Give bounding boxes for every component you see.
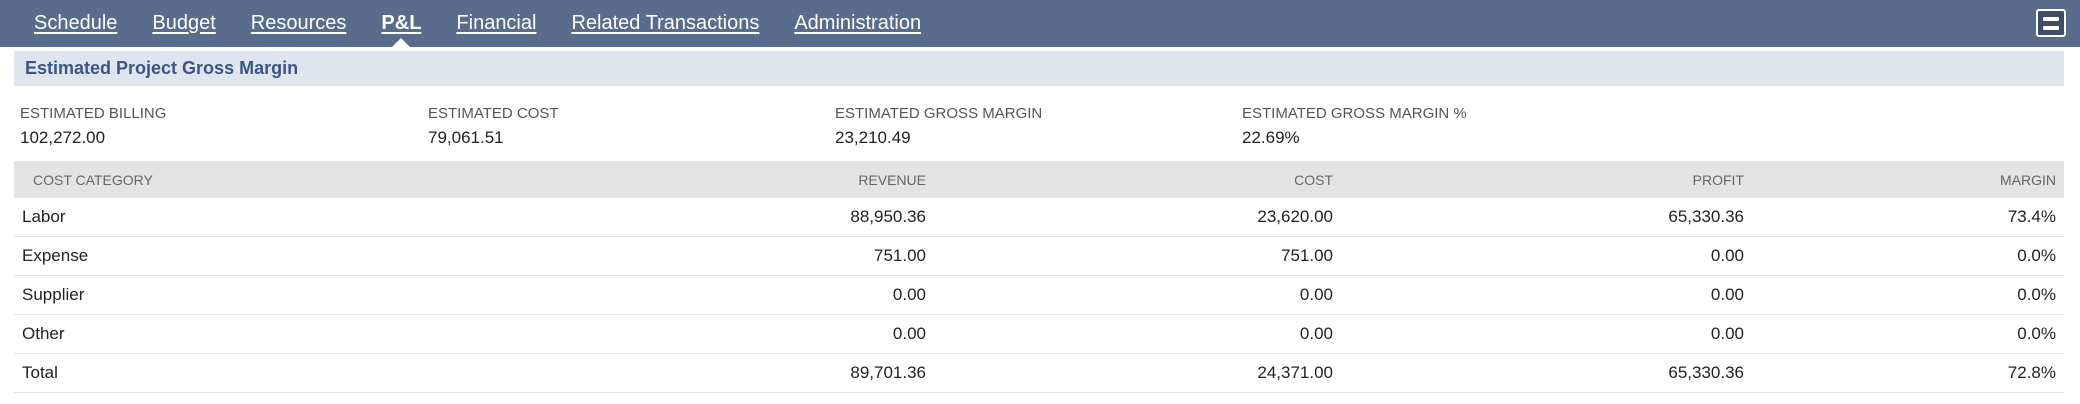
column-header-revenue[interactable]: REVENUE [414,161,926,198]
cell-cost-category: Supplier [14,275,414,315]
column-header-profit[interactable]: PROFIT [1333,161,1744,198]
subtab-list: Schedule Budget Resources P&L Financial … [0,0,956,47]
cell-cost: 24,371.00 [926,353,1333,393]
estimated-gross-margin-label: ESTIMATED GROSS MARGIN [835,105,1043,122]
cell-margin: 0.0% [1744,275,2064,315]
subtab-bar: Schedule Budget Resources P&L Financial … [0,0,2080,47]
cell-cost-category: Other [14,314,414,354]
summary-fields: ESTIMATED BILLING 102,272.00 ESTIMATED C… [0,104,2080,154]
estimated-billing-value: 102,272.00 [20,128,106,147]
tab-resources[interactable]: Resources [250,12,347,34]
cell-revenue: 0.00 [414,314,926,354]
tab-pl[interactable]: P&L [381,0,421,47]
cell-cost-category: Expense [14,236,414,276]
list-view-icon-bar [2043,16,2059,21]
cell-cost-category: Total [14,353,414,393]
list-view-icon-bar [2043,25,2059,30]
cell-cost: 0.00 [926,275,1333,315]
cell-margin: 0.0% [1744,314,2064,354]
estimated-gross-margin-pct-label: ESTIMATED GROSS MARGIN % [1242,105,1467,122]
cell-profit: 0.00 [1333,275,1744,315]
estimated-gross-margin-pct-value: 22.69% [1242,128,1300,147]
estimated-gross-margin-value: 23,210.49 [835,128,911,147]
table-row: Expense 751.00 751.00 0.00 0.0% [14,236,2064,276]
table-row: Other 0.00 0.00 0.00 0.0% [14,314,2064,354]
cell-cost: 751.00 [926,236,1333,276]
table-header-row: COST CATEGORY REVENUE COST PROFIT MARGIN [14,161,2064,198]
cell-margin: 0.0% [1744,236,2064,276]
tab-related-transactions[interactable]: Related Transactions [571,12,760,34]
column-header-cost-category[interactable]: COST CATEGORY [14,161,414,198]
cell-profit: 0.00 [1333,314,1744,354]
estimated-cost-field: ESTIMATED COST 79,061.51 [428,104,559,150]
cell-revenue: 0.00 [414,275,926,315]
tab-administration[interactable]: Administration [794,12,922,34]
cell-margin: 72.8% [1744,353,2064,393]
section-header: Estimated Project Gross Margin [14,51,2064,86]
table-row-total: Total 89,701.36 24,371.00 65,330.36 72.8… [14,353,2064,393]
estimated-billing-field: ESTIMATED BILLING 102,272.00 [20,104,166,150]
cell-profit: 65,330.36 [1333,353,1744,393]
column-header-margin[interactable]: MARGIN [1744,161,2064,198]
cell-revenue: 751.00 [414,236,926,276]
cell-cost-category: Labor [14,198,414,237]
tab-schedule[interactable]: Schedule [34,12,118,34]
estimated-cost-value: 79,061.51 [428,128,504,147]
estimated-gross-margin-pct-field: ESTIMATED GROSS MARGIN % 22.69% [1242,104,1467,150]
list-view-icon[interactable] [2036,9,2066,37]
cell-cost: 23,620.00 [926,198,1333,237]
cell-profit: 0.00 [1333,236,1744,276]
column-header-cost[interactable]: COST [926,161,1333,198]
cell-revenue: 88,950.36 [414,198,926,237]
cell-margin: 73.4% [1744,198,2064,237]
estimated-cost-label: ESTIMATED COST [428,105,559,122]
table-row: Labor 88,950.36 23,620.00 65,330.36 73.4… [14,198,2064,237]
cell-revenue: 89,701.36 [414,353,926,393]
gross-margin-table: COST CATEGORY REVENUE COST PROFIT MARGIN… [14,161,2064,393]
cell-profit: 65,330.36 [1333,198,1744,237]
estimated-billing-label: ESTIMATED BILLING [20,105,167,122]
table-row: Supplier 0.00 0.00 0.00 0.0% [14,275,2064,315]
cell-cost: 0.00 [926,314,1333,354]
tab-budget[interactable]: Budget [152,12,216,34]
tab-financial[interactable]: Financial [456,12,537,34]
estimated-gross-margin-field: ESTIMATED GROSS MARGIN 23,210.49 [835,104,1042,150]
